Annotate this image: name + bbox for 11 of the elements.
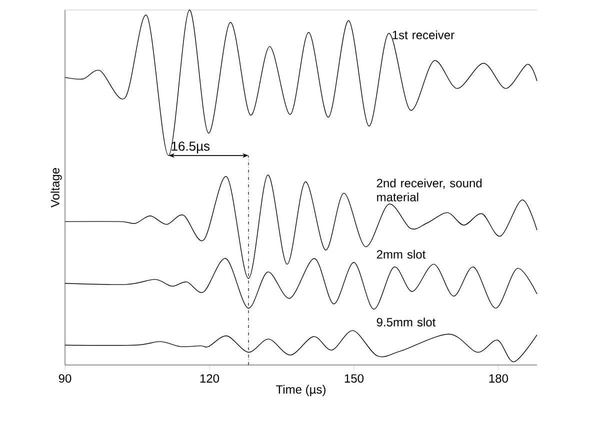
y-axis-title: Voltage [50, 168, 62, 208]
x-tick-label: 180 [489, 374, 508, 383]
x-axis-title: Time (µs) [276, 384, 326, 396]
series-label: 1st receiver [392, 30, 454, 40]
series-label: 2nd receiver, sound material [376, 178, 482, 202]
x-tick-label: 120 [200, 374, 220, 383]
x-tick-label: 150 [344, 374, 364, 383]
x-tick-label: 90 [58, 374, 72, 383]
series-label: 2mm slot [376, 250, 426, 259]
annotation: 16.5µs [172, 142, 210, 154]
series-label: 9.5mm slot [376, 318, 436, 326]
